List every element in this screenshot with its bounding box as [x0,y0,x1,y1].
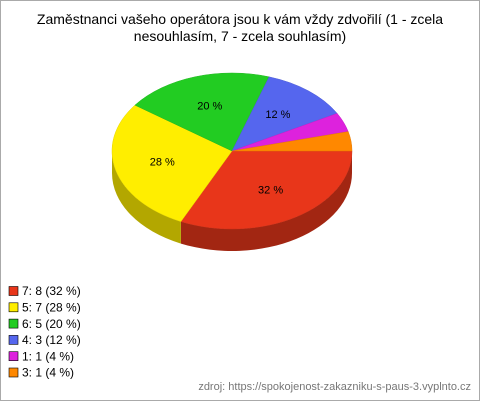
legend-label: 5: 7 (28 %) [22,300,81,314]
legend-label: 7: 8 (32 %) [22,284,81,298]
legend-swatch [8,335,19,345]
data-label: 20 % [197,100,222,112]
data-label: 28 % [150,157,175,169]
slice [111,104,233,222]
legend-swatch [8,318,19,329]
slice [134,72,270,152]
data-label: 12 % [265,109,290,121]
slice [180,150,353,230]
slice-side [180,151,352,252]
chart-title: Zaměstnanci vašeho operátora jsou k vám … [36,11,444,44]
legend-swatch [8,367,19,378]
slice [231,131,353,152]
data-label: 32 % [258,184,283,196]
legend-label: 4: 3 (12 %) [22,333,81,347]
legend-label: 6: 5 (20 %) [22,317,81,331]
legend-label: 3: 1 (4 %) [22,366,74,380]
legend-swatch [8,302,19,313]
slice [231,76,338,152]
slice-side [112,151,181,244]
legend-swatch [8,351,19,362]
legend-label: 1: 1 (4 %) [22,349,74,363]
source: zdroj: https://spokojenost-zakazniku-s-p… [198,381,471,393]
legend-swatch [8,286,19,296]
